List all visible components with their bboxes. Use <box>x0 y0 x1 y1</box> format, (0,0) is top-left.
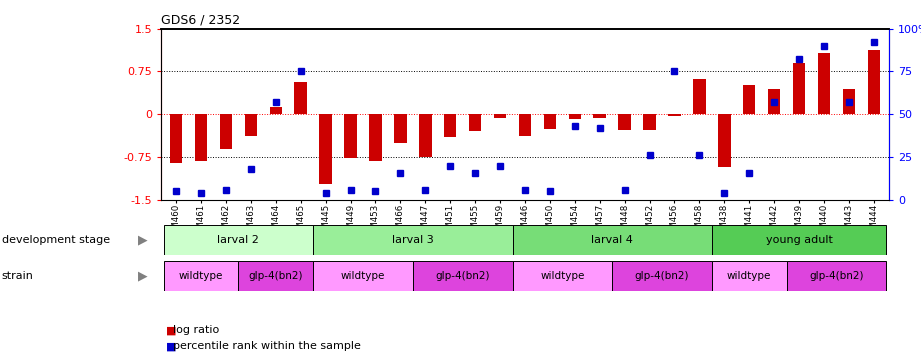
Bar <box>568 114 581 119</box>
Text: ▶: ▶ <box>138 233 147 247</box>
Text: glp-4(bn2): glp-4(bn2) <box>810 271 864 281</box>
Bar <box>313 261 413 291</box>
Text: log ratio: log ratio <box>173 325 219 335</box>
Bar <box>295 82 307 114</box>
Bar <box>712 225 886 255</box>
Bar <box>444 114 457 137</box>
Text: glp-4(bn2): glp-4(bn2) <box>635 271 689 281</box>
Bar <box>494 114 507 118</box>
Bar <box>239 261 313 291</box>
Bar <box>519 114 531 136</box>
Text: ■: ■ <box>166 325 176 335</box>
Text: ■: ■ <box>166 341 176 351</box>
Bar <box>793 63 805 114</box>
Bar <box>313 225 512 255</box>
Text: larval 4: larval 4 <box>591 235 633 245</box>
Text: wildtype: wildtype <box>727 271 772 281</box>
Bar <box>644 114 656 130</box>
Bar <box>270 107 282 114</box>
Bar <box>712 261 787 291</box>
Text: GDS6 / 2352: GDS6 / 2352 <box>161 13 240 26</box>
Bar <box>593 114 606 118</box>
Bar <box>419 114 432 156</box>
Bar <box>369 114 381 161</box>
Text: development stage: development stage <box>2 235 110 245</box>
Bar <box>469 114 482 131</box>
Text: wildtype: wildtype <box>341 271 385 281</box>
Bar <box>220 114 232 149</box>
Bar <box>164 261 239 291</box>
Text: larval 2: larval 2 <box>217 235 260 245</box>
Bar <box>169 114 182 163</box>
Bar <box>843 89 855 114</box>
Bar <box>768 89 780 114</box>
Bar <box>718 114 730 167</box>
Bar <box>543 114 556 129</box>
Bar <box>787 261 886 291</box>
Bar <box>413 261 512 291</box>
Text: percentile rank within the sample: percentile rank within the sample <box>173 341 361 351</box>
Text: glp-4(bn2): glp-4(bn2) <box>436 271 490 281</box>
Bar <box>164 225 313 255</box>
Bar <box>743 85 755 114</box>
Bar <box>344 114 356 158</box>
Bar <box>394 114 406 143</box>
Bar <box>669 114 681 116</box>
Text: wildtype: wildtype <box>179 271 223 281</box>
Bar <box>694 79 705 114</box>
Text: young adult: young adult <box>765 235 833 245</box>
Text: wildtype: wildtype <box>540 271 585 281</box>
Bar <box>618 114 631 130</box>
Bar <box>612 261 712 291</box>
Text: ▶: ▶ <box>138 269 147 282</box>
Bar <box>818 52 830 114</box>
Text: glp-4(bn2): glp-4(bn2) <box>249 271 303 281</box>
Bar <box>868 50 880 114</box>
Bar <box>195 114 207 161</box>
Bar <box>245 114 257 136</box>
Text: larval 3: larval 3 <box>392 235 434 245</box>
Bar <box>512 261 612 291</box>
Bar <box>320 114 332 184</box>
Bar <box>512 225 712 255</box>
Text: strain: strain <box>2 271 34 281</box>
